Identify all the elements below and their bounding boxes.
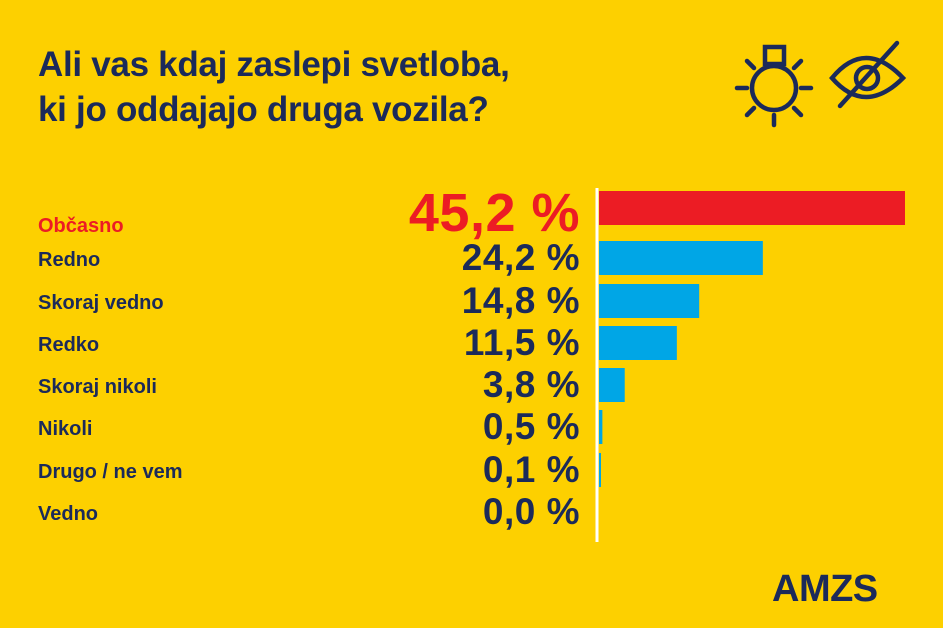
category-label: Občasno bbox=[38, 215, 124, 237]
bar-1 bbox=[599, 241, 763, 275]
category-label: Redko bbox=[38, 334, 100, 356]
category-label: Redno bbox=[38, 249, 101, 271]
value-label: 14,8 % bbox=[461, 280, 580, 321]
bar-0 bbox=[599, 191, 905, 225]
value-label: 0,5 % bbox=[482, 406, 580, 447]
category-label: Skoraj vedno bbox=[38, 292, 164, 314]
title-line-1: Ali vas kdaj zaslepi svetloba, bbox=[38, 45, 510, 84]
title-line-2: ki jo oddajajo druga vozila? bbox=[38, 90, 489, 129]
bar-2 bbox=[599, 284, 700, 318]
value-label: 3,8 % bbox=[482, 364, 580, 405]
chart-title: Ali vas kdaj zaslepi svetloba, ki jo odd… bbox=[38, 42, 510, 132]
category-label: Vedno bbox=[38, 503, 99, 525]
value-label: 0,0 % bbox=[482, 491, 580, 532]
value-label: 11,5 % bbox=[463, 322, 580, 363]
category-label: Drugo / ne vem bbox=[38, 461, 183, 483]
bar-6 bbox=[599, 453, 601, 487]
category-label: Nikoli bbox=[38, 418, 93, 440]
value-label: 24,2 % bbox=[461, 237, 580, 278]
bar-4 bbox=[599, 368, 625, 402]
bar-5 bbox=[599, 410, 603, 444]
amzs-logo: AMZS bbox=[772, 568, 878, 610]
eye-slash-icon bbox=[829, 40, 907, 109]
value-label: 45,2 % bbox=[408, 183, 580, 243]
light-bulb-icon bbox=[734, 44, 814, 128]
bar-3 bbox=[599, 326, 677, 360]
category-label: Skoraj nikoli bbox=[38, 376, 157, 398]
value-label: 0,1 % bbox=[482, 449, 580, 490]
